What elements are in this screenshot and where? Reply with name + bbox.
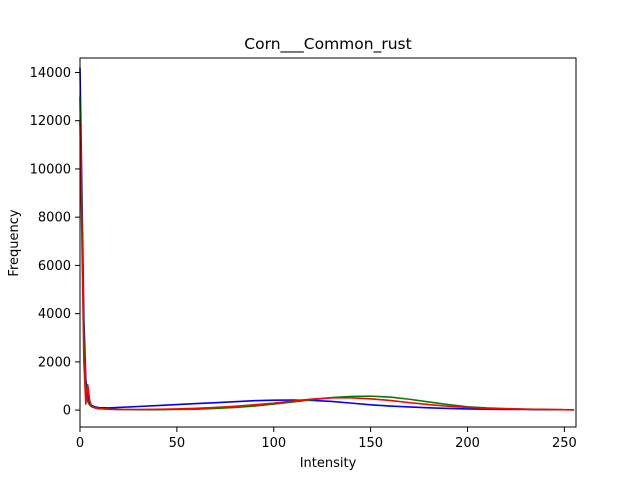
y-axis: 0 2000 4000 6000 8000 10000 12000 14000 (30, 66, 80, 419)
series-layer (79, 67, 575, 411)
y-tick-label: 6000 (38, 259, 71, 274)
x-axis: 0 50 100 150 200 250 (76, 427, 577, 451)
x-tick-label: 200 (455, 436, 480, 451)
y-tick-label: 2000 (38, 355, 71, 370)
series-line-1 (79, 67, 575, 411)
x-tick-label: 250 (552, 436, 577, 451)
y-tick-label: 8000 (38, 211, 71, 226)
x-tick-label: 50 (169, 436, 186, 451)
x-tick-label: 150 (358, 436, 383, 451)
x-tick-label: 0 (76, 436, 84, 451)
y-tick-label: 0 (63, 404, 71, 419)
series-line-2 (79, 96, 575, 411)
series-line-3 (79, 120, 575, 411)
y-tick-label: 4000 (38, 307, 71, 322)
x-axis-title: Intensity (300, 456, 357, 471)
y-tick-label: 10000 (30, 162, 71, 177)
y-tick-label: 12000 (30, 114, 71, 129)
y-tick-label: 14000 (30, 66, 71, 81)
plot-frame (79, 57, 577, 428)
x-tick-label: 100 (261, 436, 286, 451)
chart-title: Corn___Common_rust (244, 35, 411, 54)
y-axis-title: Frequency (7, 209, 22, 276)
